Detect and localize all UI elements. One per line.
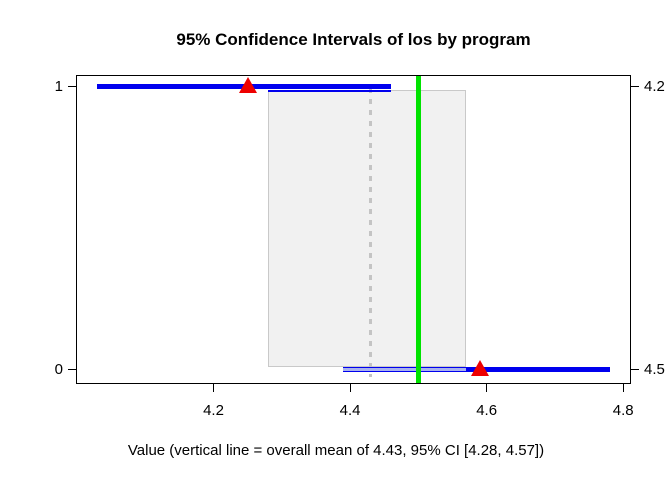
right-axis-tick-label: 4.5 xyxy=(644,360,665,378)
x-axis-label: Value (vertical line = overall mean of 4… xyxy=(127,442,545,459)
y-axis-tick xyxy=(68,86,76,88)
y-axis-tick-label: 1 xyxy=(54,77,63,95)
x-axis-tick-label: 4.6 xyxy=(476,402,498,419)
y-axis-tick-label: 0 xyxy=(54,360,63,378)
x-axis-tick-label: 4.4 xyxy=(339,402,361,419)
reference-line xyxy=(416,76,421,383)
right-axis-tick-label: 4.2 xyxy=(644,77,665,95)
mean-triangle-marker xyxy=(238,77,257,94)
x-axis-tick xyxy=(349,383,351,392)
x-axis-tick xyxy=(622,383,624,392)
overall-mean-dashed-line xyxy=(369,87,373,377)
chart-title: 95% Confidence Intervals of los by progr… xyxy=(176,30,531,49)
x-axis-tick xyxy=(213,383,215,392)
ci-line-muted-edge xyxy=(268,89,392,92)
x-axis-tick xyxy=(486,383,488,392)
x-axis-tick-label: 4.2 xyxy=(203,402,224,419)
ci-line-muted xyxy=(343,367,467,373)
y-axis-tick xyxy=(68,369,76,371)
overall-ci-rect xyxy=(268,89,467,367)
x-axis-tick-label: 4.8 xyxy=(612,402,634,419)
mean-triangle-marker xyxy=(470,360,489,377)
right-axis-tick xyxy=(631,369,639,371)
right-axis-tick xyxy=(631,86,639,88)
